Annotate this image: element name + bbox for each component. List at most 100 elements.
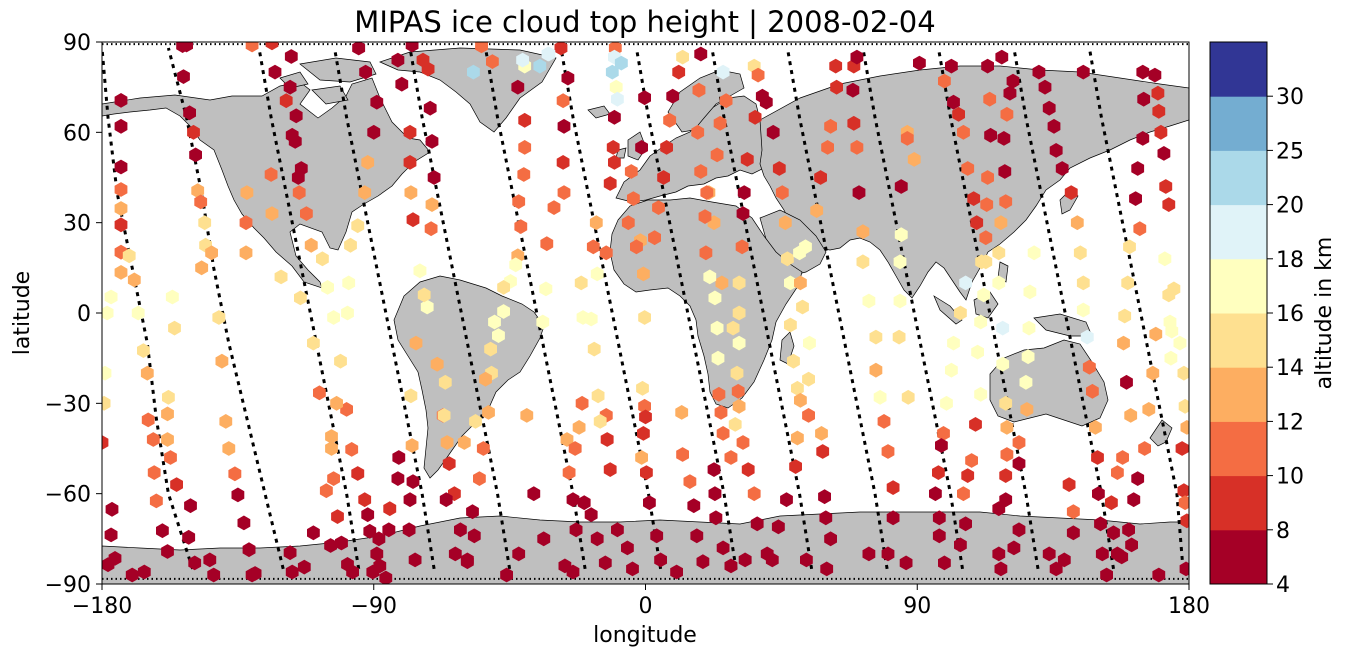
cloud-point-378 bbox=[937, 426, 950, 441]
cloud-point-168 bbox=[509, 257, 523, 273]
cloud-point-497 bbox=[1142, 402, 1156, 417]
cloud-point-24 bbox=[102, 305, 114, 321]
cloud-point-392 bbox=[977, 287, 991, 303]
cloud-point-429 bbox=[1012, 522, 1026, 538]
cloud-point-155 bbox=[512, 194, 526, 209]
cloud-point-468 bbox=[1151, 85, 1165, 101]
cloud-point-540 bbox=[614, 55, 628, 71]
cloud-point-464 bbox=[1105, 495, 1118, 511]
cloud-point-533 bbox=[995, 49, 1009, 65]
cloud-point-11 bbox=[137, 343, 150, 358]
cloud-point-151 bbox=[511, 79, 525, 95]
cloud-point-141 bbox=[402, 522, 416, 538]
cloud-point-431 bbox=[1032, 64, 1046, 80]
cloud-point-477 bbox=[1165, 323, 1179, 339]
cloud-point-406 bbox=[998, 164, 1012, 179]
cloud-point-83 bbox=[285, 127, 299, 143]
cloud-point-119 bbox=[404, 185, 418, 200]
cloud-point-457 bbox=[1121, 275, 1135, 291]
cloud-point-415 bbox=[1000, 447, 1014, 462]
cloud-point-152 bbox=[518, 112, 532, 128]
cloud-point-54 bbox=[161, 406, 174, 422]
cloud-point-219 bbox=[621, 540, 634, 556]
cloud-point-186 bbox=[557, 185, 571, 200]
cloud-point-473 bbox=[1162, 197, 1176, 212]
cloud-point-202 bbox=[590, 531, 604, 547]
cloud-point-114 bbox=[307, 525, 320, 541]
cloud-point-245 bbox=[621, 215, 635, 231]
cloud-point-343 bbox=[852, 185, 866, 200]
cloud-point-34 bbox=[194, 194, 208, 210]
cloud-point-403 bbox=[1003, 85, 1017, 101]
cloud-point-399 bbox=[957, 486, 970, 502]
cloud-point-209 bbox=[608, 155, 621, 170]
cloud-point-393 bbox=[974, 314, 988, 330]
cloud-point-212 bbox=[586, 239, 600, 255]
cloud-point-421 bbox=[1023, 284, 1037, 300]
cloud-point-484 bbox=[1175, 441, 1189, 456]
y-tick-label: 60 bbox=[63, 121, 91, 146]
colorbar-tick-label: 25 bbox=[1276, 139, 1304, 164]
cloud-point-211 bbox=[589, 215, 603, 231]
cloud-point-288 bbox=[724, 558, 738, 574]
cloud-point-283 bbox=[716, 426, 730, 441]
cloud-point-37 bbox=[195, 260, 209, 276]
cloud-point-410 bbox=[992, 275, 1006, 291]
cloud-point-500 bbox=[1127, 492, 1141, 508]
cloud-point-213 bbox=[574, 275, 588, 291]
cloud-point-88 bbox=[294, 290, 307, 306]
cloud-point-316 bbox=[789, 459, 802, 474]
cloud-point-142 bbox=[408, 552, 422, 568]
cloud-point-121 bbox=[413, 263, 427, 279]
cloud-point-514 bbox=[373, 558, 387, 574]
cloud-point-5 bbox=[114, 217, 128, 233]
cloud-point-61 bbox=[207, 567, 221, 583]
cloud-point-426 bbox=[1012, 435, 1026, 450]
cloud-point-440 bbox=[1076, 275, 1090, 291]
cloud-point-103 bbox=[370, 94, 384, 110]
cloud-point-191 bbox=[560, 432, 574, 447]
cloud-point-189 bbox=[539, 281, 553, 297]
cloud-point-72 bbox=[321, 280, 334, 295]
cloud-point-242 bbox=[657, 170, 670, 185]
cloud-point-147 bbox=[391, 471, 405, 486]
cloud-point-4 bbox=[114, 201, 128, 216]
cloud-point-412 bbox=[996, 356, 1010, 372]
cloud-point-397 bbox=[965, 453, 978, 468]
cloud-point-96 bbox=[297, 559, 311, 575]
cloud-point-527 bbox=[862, 546, 876, 562]
cloud-point-57 bbox=[170, 477, 183, 492]
cloud-point-217 bbox=[603, 462, 617, 477]
cloud-point-59 bbox=[182, 529, 196, 545]
cloud-point-172 bbox=[479, 371, 492, 387]
cloud-point-137 bbox=[404, 388, 418, 404]
cloud-point-287 bbox=[716, 540, 730, 556]
cloud-point-374 bbox=[954, 305, 967, 321]
cloud-point-273 bbox=[710, 147, 724, 163]
cloud-point-0 bbox=[114, 93, 128, 108]
cloud-point-154 bbox=[517, 167, 531, 182]
cloud-point-12 bbox=[140, 365, 154, 381]
cloud-point-65 bbox=[289, 108, 303, 124]
cloud-point-506 bbox=[584, 311, 598, 327]
cloud-point-326 bbox=[815, 426, 828, 441]
cloud-point-324 bbox=[802, 371, 815, 387]
cloud-point-140 bbox=[403, 492, 417, 508]
cloud-point-163 bbox=[476, 441, 490, 456]
cloud-point-77 bbox=[351, 466, 365, 481]
cloud-point-208 bbox=[606, 140, 620, 155]
cloud-point-84 bbox=[291, 170, 305, 185]
cloud-point-480 bbox=[1173, 335, 1187, 351]
cloud-point-368 bbox=[957, 124, 970, 140]
cloud-point-243 bbox=[652, 200, 665, 215]
cloud-point-354 bbox=[881, 546, 895, 562]
cloud-point-229 bbox=[638, 398, 651, 414]
cloud-point-449 bbox=[1095, 546, 1109, 562]
cloud-point-29 bbox=[177, 69, 190, 84]
cloud-point-196 bbox=[558, 558, 572, 574]
cloud-point-183 bbox=[556, 93, 570, 109]
cloud-point-35 bbox=[198, 215, 212, 231]
cloud-point-306 bbox=[772, 161, 786, 176]
cloud-point-329 bbox=[819, 510, 833, 526]
cloud-point-337 bbox=[810, 203, 824, 218]
